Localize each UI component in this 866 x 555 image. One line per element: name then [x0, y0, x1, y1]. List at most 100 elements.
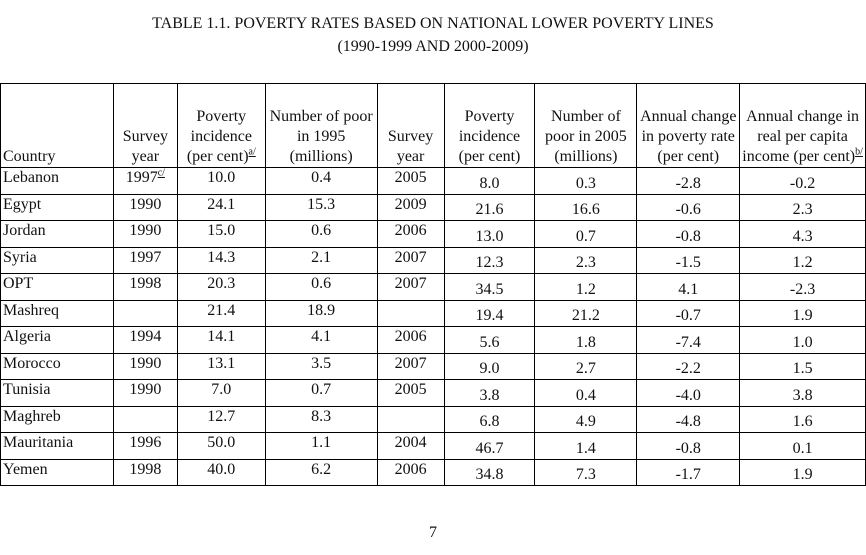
cell-survey-year-1-value: 1996 — [129, 434, 162, 451]
cell-annual-change-income-value: 4.3 — [792, 227, 813, 245]
cell-survey-year-2-value: 2004 — [394, 434, 427, 451]
cell-survey-year-2 — [376, 405, 445, 433]
cell-survey-year-1: 1998 — [112, 273, 178, 301]
cell-number-poor-2005-value: 0.3 — [575, 174, 596, 192]
cell-number-poor-2005-value: 0.7 — [575, 227, 596, 245]
cell-poverty-incidence-2: 3.8 — [443, 379, 536, 407]
header-poverty-incidence-1: Poverty incidence (per cent)a/ — [176, 83, 266, 168]
cell-poverty-incidence-1: 15.0 — [176, 220, 266, 248]
cell-number-poor-2005-value: 16.6 — [571, 201, 600, 218]
cell-annual-change-poverty-value: -7.4 — [675, 333, 701, 351]
cell-country: Jordan — [0, 220, 114, 248]
cell-number-poor-1995: 4.1 — [264, 326, 378, 354]
cell-annual-change-poverty-value: -0.8 — [675, 227, 701, 245]
cell-annual-change-income-value: 1.6 — [792, 413, 813, 430]
cell-poverty-incidence-2-value: 9.0 — [479, 360, 500, 377]
cell-number-poor-1995: 0.6 — [264, 220, 378, 248]
header-poverty-incidence-2: Poverty incidence (per cent) — [443, 83, 536, 168]
cell-country-value: Mauritania — [3, 434, 74, 451]
cell-annual-change-income: 0.1 — [739, 432, 866, 460]
page-number: 7 — [429, 524, 437, 541]
cell-country: Mauritania — [0, 432, 114, 460]
cell-number-poor-1995-value: 0.6 — [311, 222, 332, 239]
table-subtitle: (1990-1999 AND 2000-2009) — [337, 38, 529, 55]
table-row: Yemen 1998 40.0 6.2 2006 34.8 7.3 -1.7 1.9 — [0, 458, 866, 486]
cell-survey-year-2-value: 2006 — [394, 222, 427, 239]
cell-annual-change-income: 3.8 — [739, 379, 866, 407]
cell-number-poor-1995: 1.1 — [264, 432, 378, 460]
cell-number-poor-2005: 2.7 — [534, 352, 638, 380]
cell-number-poor-1995-value: 2.1 — [311, 248, 332, 266]
cell-poverty-incidence-2-value: 12.3 — [475, 254, 504, 271]
cell-number-poor-2005: 1.4 — [534, 432, 638, 460]
cell-country: Egypt — [0, 193, 114, 221]
cell-survey-year-2-value: 2005 — [394, 381, 427, 398]
cell-poverty-incidence-1-value: 12.7 — [207, 407, 236, 425]
cell-number-poor-1995-value: 1.1 — [311, 434, 332, 451]
table-title: TABLE 1.1. POVERTY RATES BASED ON NATION… — [152, 15, 714, 32]
cell-survey-year-2-value: 2005 — [394, 169, 427, 186]
table-row: Syria 1997 14.3 2.1 2007 12.3 2.3 -1.5 1.2 — [0, 246, 866, 274]
cell-poverty-incidence-2: 19.4 — [443, 299, 536, 327]
cell-survey-year-2: 2009 — [376, 193, 445, 221]
cell-survey-year-1-value: 1990 — [129, 222, 162, 239]
cell-annual-change-poverty: -0.8 — [636, 220, 741, 248]
cell-annual-change-poverty: -2.2 — [636, 352, 741, 380]
cell-poverty-incidence-2-value: 19.4 — [475, 307, 504, 324]
cell-poverty-incidence-2: 5.6 — [443, 326, 536, 354]
cell-annual-change-poverty-value: -0.8 — [675, 439, 701, 457]
cell-number-poor-1995-value: 0.6 — [311, 275, 332, 292]
cell-survey-year-1: 1997 — [112, 246, 178, 274]
cell-number-poor-2005-value: 2.7 — [575, 360, 596, 377]
cell-number-poor-2005-value: 2.3 — [575, 254, 596, 271]
cell-number-poor-2005: 0.7 — [534, 220, 638, 248]
cell-survey-year-2: 2006 — [376, 458, 445, 486]
cell-poverty-incidence-1: 40.0 — [176, 458, 266, 486]
cell-poverty-incidence-1-value: 10.0 — [207, 169, 236, 186]
cell-number-poor-1995: 2.1 — [264, 246, 378, 274]
cell-country: Maghreb — [0, 405, 114, 433]
cell-number-poor-1995: 18.9 — [264, 299, 378, 327]
cell-poverty-incidence-1: 13.1 — [176, 352, 266, 380]
cell-annual-change-income: 2.3 — [739, 193, 866, 221]
cell-survey-year-1-value: 1990 — [129, 381, 162, 398]
cell-number-poor-2005: 21.2 — [534, 299, 638, 327]
cell-annual-change-poverty: -0.8 — [636, 432, 741, 460]
header-country: Country — [0, 83, 114, 168]
cell-country-value: Egypt — [3, 195, 42, 213]
cell-annual-change-income: 1.9 — [739, 458, 866, 486]
cell-poverty-incidence-1-value: 21.4 — [207, 301, 236, 319]
cell-survey-year-1-value: 1997 — [129, 248, 162, 266]
cell-poverty-incidence-1-value: 13.1 — [207, 354, 236, 372]
cell-annual-change-poverty-value: -2.2 — [675, 360, 701, 377]
cell-poverty-incidence-1-value: 40.0 — [207, 460, 236, 478]
cell-number-poor-2005-value: 1.8 — [575, 333, 596, 351]
cell-number-poor-1995-value: 0.7 — [311, 381, 332, 398]
header-number-poor-2005: Number of poor in 2005 (millions) — [534, 83, 638, 168]
cell-country-value: Jordan — [3, 222, 46, 239]
cell-poverty-incidence-1: 14.3 — [176, 246, 266, 274]
cell-country-value: Maghreb — [3, 407, 61, 425]
cell-survey-year-1: 1990 — [112, 379, 178, 407]
cell-country: Yemen — [0, 458, 114, 486]
cell-poverty-incidence-2-value: 5.6 — [479, 333, 500, 351]
cell-annual-change-poverty-value: -4.0 — [675, 386, 701, 404]
cell-number-poor-1995: 8.3 — [264, 405, 378, 433]
header-survey-year-2: Survey year — [376, 83, 445, 168]
cell-poverty-incidence-1: 21.4 — [176, 299, 266, 327]
table-row: Algeria 1994 14.1 4.1 2006 5.6 1.8 -7.4 1.0 — [0, 326, 866, 354]
cell-annual-change-income: 1.9 — [739, 299, 866, 327]
cell-number-poor-1995: 6.2 — [264, 458, 378, 486]
cell-annual-change-income: 1.2 — [739, 246, 866, 274]
cell-poverty-incidence-2: 8.0 — [443, 167, 536, 195]
cell-number-poor-1995-value: 0.4 — [311, 169, 332, 186]
table-row: Lebanon 1997c/10.0 0.4 2005 8.0 0.3 -2.8 -0.2 — [0, 167, 866, 195]
cell-survey-year-1: 1996 — [112, 432, 178, 460]
cell-annual-change-poverty-value: -0.6 — [675, 201, 701, 218]
cell-poverty-incidence-1-value: 20.3 — [207, 275, 236, 292]
cell-annual-change-income-value: 1.0 — [792, 333, 813, 351]
cell-number-poor-2005-value: 1.4 — [575, 439, 596, 457]
cell-annual-change-poverty-value: -4.8 — [675, 413, 701, 430]
cell-number-poor-2005: 0.3 — [534, 167, 638, 195]
cell-survey-year-2-value: 2007 — [394, 354, 427, 372]
